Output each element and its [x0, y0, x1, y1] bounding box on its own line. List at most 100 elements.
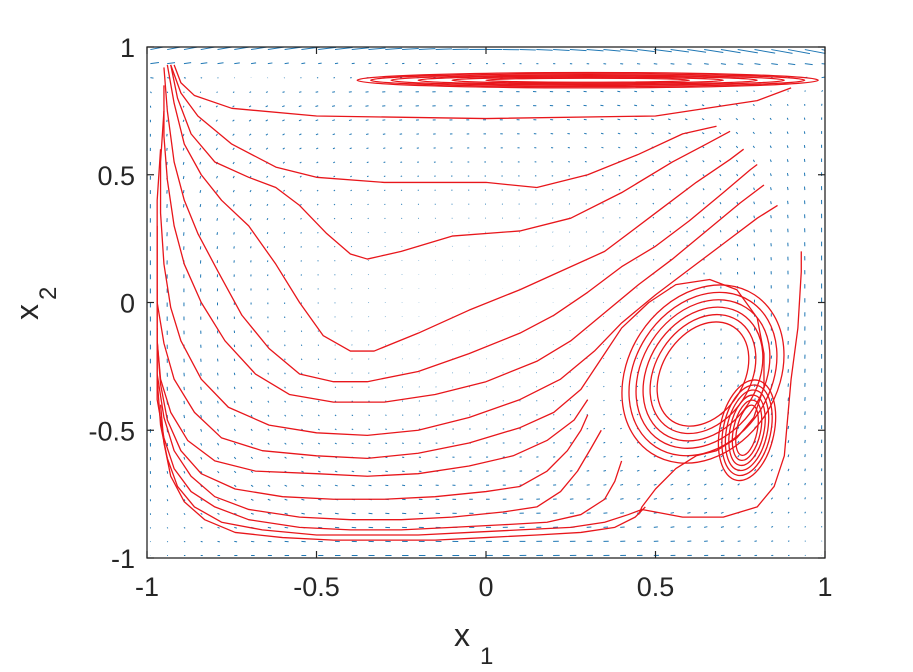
vector-arrow — [804, 526, 806, 528]
vector-arrow — [250, 470, 254, 474]
vector-arrow — [265, 119, 269, 122]
vortex-loop — [717, 379, 777, 482]
vortex-loop — [451, 76, 724, 84]
vector-arrow — [753, 201, 755, 205]
vector-arrow — [333, 175, 336, 178]
x-axis-label: x 1 — [454, 617, 493, 670]
vector-arrow — [771, 525, 774, 528]
vector-arrow — [651, 90, 654, 93]
vector-arrow — [216, 232, 219, 236]
vector-arrow — [315, 91, 319, 93]
vector-arrow — [251, 62, 257, 65]
vector-arrow — [216, 218, 218, 221]
vector-arrow — [418, 48, 436, 51]
vector-arrow — [668, 146, 671, 149]
vector-arrow — [318, 62, 322, 65]
vector-arrow — [786, 117, 789, 121]
vector-arrow — [217, 386, 219, 390]
vector-arrow — [652, 216, 655, 219]
vector-arrow — [669, 244, 672, 247]
vector-arrow — [687, 427, 690, 430]
vector-arrow — [149, 91, 152, 94]
vector-arrow — [787, 482, 790, 486]
vector-arrow — [620, 49, 638, 52]
vector-arrow — [703, 384, 706, 388]
vector-arrow — [602, 203, 604, 205]
vector-arrow — [232, 175, 235, 179]
vector-arrow — [769, 131, 772, 135]
vector-arrow — [786, 103, 789, 106]
vector-arrow — [769, 145, 772, 149]
vector-arrow — [166, 513, 169, 515]
vector-arrow — [266, 203, 269, 207]
vector-arrow — [349, 161, 352, 164]
vector-arrow — [685, 202, 688, 205]
vortex-loop — [656, 321, 750, 427]
vector-arrow — [620, 441, 623, 444]
vector-arrow — [752, 131, 755, 135]
vector-arrow — [752, 104, 755, 107]
vector-arrow — [619, 231, 621, 233]
vector-arrow — [332, 133, 336, 136]
vector-arrow — [317, 428, 320, 431]
vector-arrow — [250, 442, 253, 446]
vector-arrow — [332, 105, 336, 107]
vector-arrow — [701, 132, 705, 135]
svg-text:x: x — [9, 304, 45, 320]
vector-arrow — [668, 90, 671, 93]
vector-arrow — [183, 498, 186, 502]
vector-arrow — [166, 499, 169, 502]
vector-arrow — [250, 414, 253, 418]
vector-arrow — [349, 147, 352, 150]
vector-arrow — [720, 426, 723, 430]
vector-arrow — [653, 385, 656, 388]
vector-arrow — [234, 526, 237, 529]
vector-arrow — [301, 512, 305, 515]
vector-arrow — [283, 217, 286, 220]
vector-arrow — [215, 133, 218, 137]
vector-arrow — [686, 230, 688, 233]
vector-arrow — [217, 372, 219, 376]
vector-arrow — [282, 133, 285, 136]
vector-arrow — [217, 498, 220, 502]
vector-arrow — [316, 161, 319, 164]
vector-arrow — [603, 455, 606, 458]
vector-arrow — [719, 173, 722, 177]
svg-text:x: x — [454, 617, 470, 653]
vector-arrow — [249, 232, 252, 235]
vector-arrow — [650, 104, 654, 107]
axis-ticks: -1 -0.5 0 0.5 1 -1 -0.5 0 0.5 1 — [88, 33, 832, 602]
vector-arrow — [769, 159, 772, 163]
vector-arrow — [266, 189, 269, 192]
vector-arrow — [315, 133, 319, 136]
vector-arrow — [350, 203, 353, 206]
vector-arrow — [787, 454, 790, 458]
y-axis-label: x 2 — [9, 287, 62, 320]
x-tick-label: 0 — [478, 572, 493, 602]
vector-arrow — [250, 400, 253, 404]
vortex-loop — [485, 77, 691, 83]
vector-arrow — [737, 440, 740, 444]
vector-arrow — [232, 105, 235, 108]
streamline — [163, 85, 765, 403]
vector-arrow — [687, 512, 691, 514]
vector-arrow — [282, 161, 285, 164]
vector-arrow — [368, 442, 371, 445]
vector-arrow — [804, 497, 806, 500]
vector-arrow — [635, 188, 638, 191]
vector-arrow — [619, 385, 622, 388]
vector-arrow — [217, 484, 220, 488]
vector-arrow — [182, 147, 185, 151]
vector-arrow — [368, 470, 372, 473]
vector-arrow — [299, 189, 302, 192]
vector-arrow — [720, 469, 724, 472]
vector-arrow — [702, 90, 705, 93]
vector-arrow — [333, 217, 336, 220]
vector-arrow — [232, 161, 235, 165]
vector-arrow — [701, 118, 705, 121]
vector-arrow — [282, 91, 285, 93]
vector-arrow — [684, 118, 688, 121]
vector-arrow — [787, 186, 789, 191]
vector-arrow — [669, 188, 671, 191]
vector-arrow — [787, 425, 790, 430]
